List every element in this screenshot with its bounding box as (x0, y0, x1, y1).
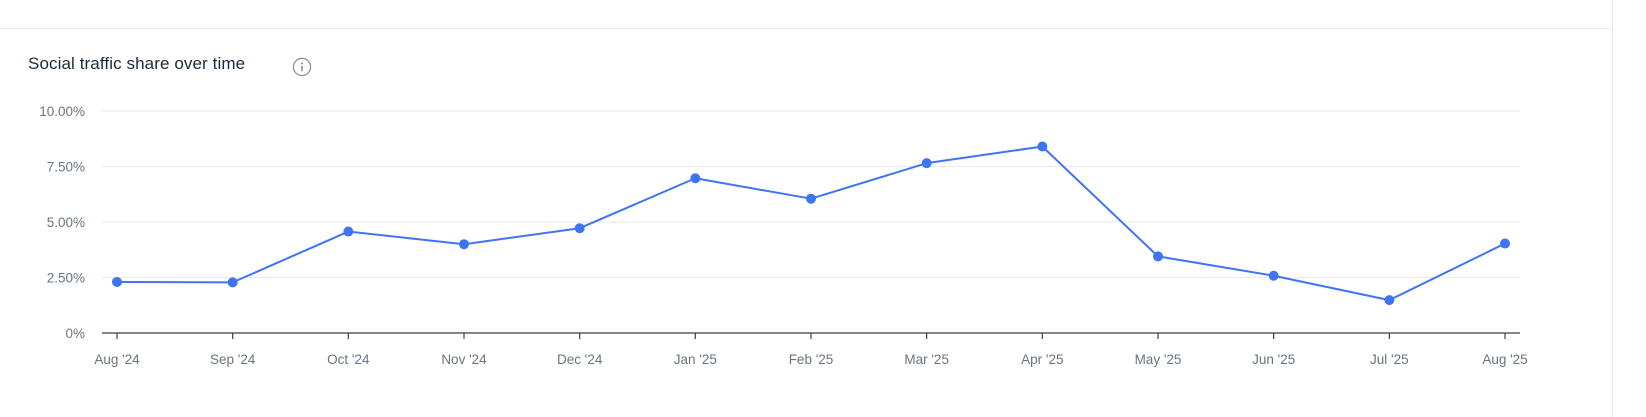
x-tick-label: May '25 (1135, 352, 1182, 367)
x-tick-label: Jun '25 (1252, 352, 1295, 367)
x-tick-label: Aug '25 (1482, 352, 1527, 367)
y-tick-label: 0% (65, 326, 85, 341)
x-tick-label: Sep '24 (210, 352, 256, 367)
data-point (921, 158, 932, 169)
data-point (690, 173, 701, 184)
x-tick-label: Feb '25 (789, 352, 834, 367)
info-icon[interactable] (292, 57, 312, 77)
panel-border (1612, 0, 1613, 417)
x-tick-label: Dec '24 (557, 352, 603, 367)
data-point (806, 193, 816, 204)
x-tick-label: Apr '25 (1021, 352, 1063, 367)
data-point (574, 223, 585, 234)
y-tick-label: 2.50% (47, 271, 85, 286)
data-point (1153, 251, 1163, 262)
x-tick-label: Oct '24 (327, 352, 370, 367)
data-point (1384, 295, 1395, 306)
x-tick-label: Aug '24 (94, 352, 140, 367)
y-tick-label: 5.00% (47, 215, 85, 230)
chart-title: Social traffic share over time (28, 54, 246, 73)
data-point (112, 276, 122, 287)
data-point (459, 239, 469, 250)
data-point (1268, 270, 1279, 281)
x-tick-label: Nov '24 (441, 352, 487, 367)
data-point (1500, 238, 1510, 249)
x-tick-label: Mar '25 (904, 352, 949, 367)
x-tick-label: Jan '25 (674, 352, 717, 367)
top-strip (0, 0, 1612, 29)
data-point (343, 226, 354, 237)
data-point (1037, 141, 1048, 152)
y-tick-label: 10.00% (39, 104, 85, 119)
x-tick-label: Jul '25 (1370, 352, 1409, 367)
y-tick-label: 7.50% (47, 160, 85, 175)
line-chart: 0% 2.50% 5.00% 7.50% 10.00% Aug '24 Sep '24 Oct… (39, 104, 1527, 367)
data-point (227, 277, 238, 288)
